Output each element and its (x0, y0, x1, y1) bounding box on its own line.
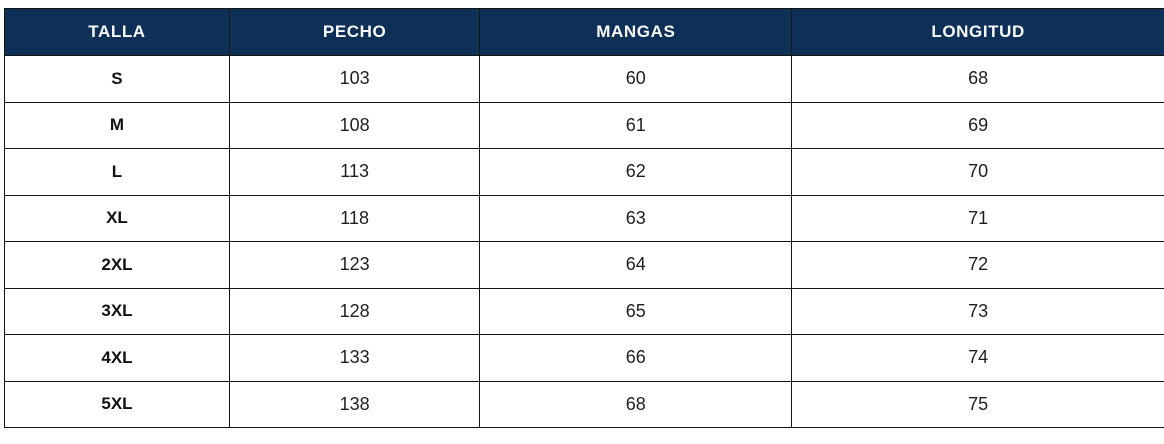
mangas-cell: 61 (479, 101, 793, 149)
mangas-cell: 65 (479, 287, 793, 335)
longitud-cell: 74 (791, 334, 1164, 382)
table-row: 3XL 128 65 73 (4, 287, 1164, 335)
mangas-cell: 60 (479, 55, 793, 103)
table-header-row: TALLA PECHO MANGAS LONGITUD (4, 8, 1164, 56)
pecho-cell: 103 (228, 55, 481, 103)
longitud-cell: 72 (791, 241, 1164, 289)
pecho-cell: 133 (228, 334, 481, 382)
size-cell: 5XL (4, 380, 230, 428)
longitud-cell: 75 (791, 380, 1164, 428)
table-row: 4XL 133 66 74 (4, 334, 1164, 382)
mangas-cell: 64 (479, 241, 793, 289)
size-cell: 4XL (4, 334, 230, 382)
column-header-talla: TALLA (4, 8, 230, 56)
table-row: S 103 60 68 (4, 55, 1164, 103)
pecho-cell: 113 (228, 148, 481, 196)
mangas-cell: 68 (479, 380, 793, 428)
longitud-cell: 73 (791, 287, 1164, 335)
mangas-cell: 66 (479, 334, 793, 382)
table-row: 2XL 123 64 72 (4, 241, 1164, 289)
table-row: XL 118 63 71 (4, 194, 1164, 242)
pecho-cell: 128 (228, 287, 481, 335)
column-header-mangas: MANGAS (479, 8, 793, 56)
longitud-cell: 68 (791, 55, 1164, 103)
longitud-cell: 70 (791, 148, 1164, 196)
longitud-cell: 69 (791, 101, 1164, 149)
size-cell: 3XL (4, 287, 230, 335)
size-chart-table: TALLA PECHO MANGAS LONGITUD S 103 60 68 … (4, 8, 1164, 428)
size-cell: L (4, 148, 230, 196)
pecho-cell: 118 (228, 194, 481, 242)
pecho-cell: 138 (228, 380, 481, 428)
column-header-pecho: PECHO (228, 8, 481, 56)
mangas-cell: 62 (479, 148, 793, 196)
pecho-cell: 108 (228, 101, 481, 149)
column-header-longitud: LONGITUD (791, 8, 1164, 56)
size-cell: XL (4, 194, 230, 242)
mangas-cell: 63 (479, 194, 793, 242)
table-row: M 108 61 69 (4, 101, 1164, 149)
table-row: 5XL 138 68 75 (4, 380, 1164, 428)
size-cell: 2XL (4, 241, 230, 289)
size-cell: S (4, 55, 230, 103)
size-chart-container: TALLA PECHO MANGAS LONGITUD S 103 60 68 … (4, 8, 1164, 428)
longitud-cell: 71 (791, 194, 1164, 242)
table-row: L 113 62 70 (4, 148, 1164, 196)
pecho-cell: 123 (228, 241, 481, 289)
size-cell: M (4, 101, 230, 149)
